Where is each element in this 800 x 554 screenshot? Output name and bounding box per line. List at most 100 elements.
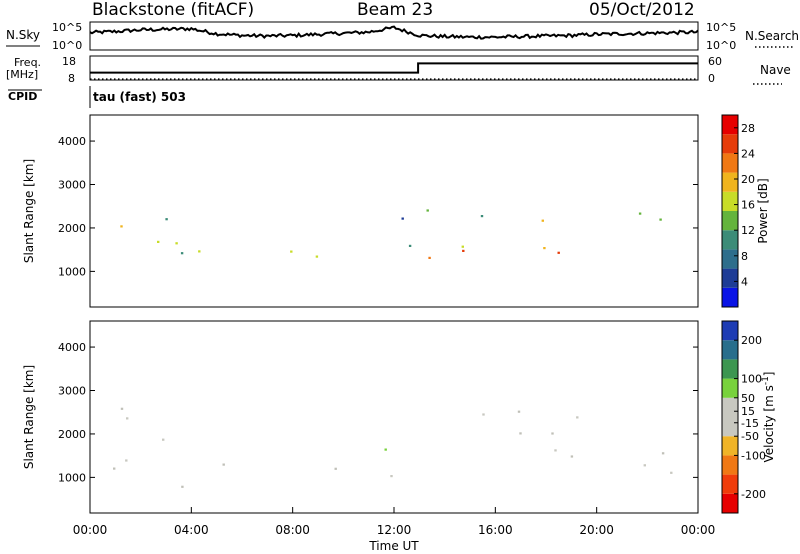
freq-line <box>90 62 698 74</box>
scatter-cell <box>480 215 484 218</box>
scatter-cell <box>557 251 560 254</box>
scatter-cell <box>670 471 673 474</box>
colorbar-swatch <box>722 153 738 173</box>
scatter-cell <box>315 255 319 258</box>
scatter-cell <box>659 218 662 221</box>
colorbar-tick-label: -15 <box>741 417 759 430</box>
noise-panel: N.Sky 10^5 10^0 10^5 10^0 N.Search <box>6 21 799 52</box>
colorbar-swatch <box>722 417 738 437</box>
colorbar-tick-label: 200 <box>741 334 762 347</box>
colorbar-tick-label: 12 <box>741 224 755 237</box>
scatter-cell <box>461 245 464 248</box>
y-tick-label: 3000 <box>58 385 86 398</box>
scatter-cell <box>198 250 201 253</box>
scatter-cell <box>125 459 128 462</box>
colorbar-tick-label: 20 <box>741 173 755 186</box>
velocity-cbar-label-tail: ] <box>762 372 776 377</box>
nave-tick-top: 60 <box>708 55 722 68</box>
colorbar-frame <box>721 114 739 308</box>
noise-right-tick-bottom: 10^0 <box>706 39 736 52</box>
x-tick-label: 16:00 <box>478 523 513 537</box>
freq-frame <box>89 55 699 81</box>
scatter-cell <box>390 475 393 478</box>
colorbar-swatch <box>722 436 738 456</box>
scatter-cell <box>334 467 337 470</box>
x-tick-label: 08:00 <box>275 523 310 537</box>
y-tick-label: 2000 <box>58 222 86 235</box>
colorbar-swatch <box>722 378 738 398</box>
beam-title: Beam 23 <box>357 0 434 20</box>
scatter-cell <box>570 455 574 458</box>
scatter-cell <box>576 416 579 419</box>
colorbar-tick-label: 4 <box>741 275 748 288</box>
noise-right-tick-top: 10^5 <box>706 21 736 34</box>
x-tick-label: 04:00 <box>174 523 209 537</box>
scatter-cell <box>120 407 124 410</box>
time-xlabel: Time UT <box>368 539 419 553</box>
velocity-cbar-label-text: Velocity [m s <box>762 385 776 462</box>
colorbar-swatch <box>722 230 738 250</box>
power-cbar-label: Power [dB] <box>756 178 770 243</box>
scatter-cell <box>157 240 160 243</box>
x-tick-label: 00:00 <box>73 523 108 537</box>
y-tick-label: 2000 <box>58 428 86 441</box>
scatter-cell <box>165 218 168 221</box>
date-title: 05/Oct/2012 <box>589 0 695 20</box>
scatter-cell <box>401 217 404 220</box>
freq-label-line1: Freq. <box>14 56 41 69</box>
nsearch-label: N.Search <box>745 29 799 43</box>
colorbar-tick-label: 15 <box>741 405 755 418</box>
scatter-cell <box>426 209 429 212</box>
colorbar-tick-label: 28 <box>741 122 755 135</box>
time-axis-ticks: 00:00 04:00 08:00 12:00 16:00 20:00 00:00 <box>73 507 716 537</box>
cpid-label: CPID <box>8 90 37 103</box>
y-tick-label: 3000 <box>58 179 86 192</box>
colorbar-tick-label: 50 <box>741 392 755 405</box>
colorbar-tick-label: 8 <box>741 250 748 263</box>
colorbar-swatch <box>722 115 738 135</box>
scatter-cell <box>643 464 646 467</box>
colorbar-swatch <box>722 191 738 211</box>
noise-frame <box>89 21 699 51</box>
velocity-ylabel: Slant Range [km] <box>22 365 36 469</box>
x-tick-label: 00:00 <box>681 523 716 537</box>
colorbar-tick-label: -100 <box>741 449 766 462</box>
colorbar-tick-label: -200 <box>741 488 766 501</box>
power-colorbar: 4 8 12 16 20 24 28 <box>721 114 755 308</box>
colorbar-tick-label: 24 <box>741 147 755 160</box>
freq-tick-top: 18 <box>62 55 76 68</box>
colorbar-swatch <box>722 321 738 341</box>
colorbar-swatch <box>722 172 738 192</box>
velocity-frame <box>89 320 699 514</box>
colorbar-swatch <box>722 493 738 513</box>
noise-left-tick-bottom: 10^0 <box>52 39 82 52</box>
y-tick-label: 1000 <box>58 471 86 484</box>
colorbar-tick-label: 100 <box>741 373 762 386</box>
x-tick-label: 12:00 <box>377 523 412 537</box>
colorbar-swatch <box>722 249 738 269</box>
scatter-cell <box>551 432 554 435</box>
power-axis-ticks: 1000 2000 3000 4000 <box>58 135 698 278</box>
scatter-cell <box>290 250 293 253</box>
colorbar-swatch <box>722 474 738 494</box>
noise-left-tick-top: 10^5 <box>52 21 82 34</box>
frequency-panel: Freq. [MHz] 18 8 60 0 Nave CPID tau (fas… <box>6 55 791 108</box>
power-panel: 1000 2000 3000 4000 Slant Range [km] 4 8 12 16… <box>22 114 770 308</box>
colorbar-tick-label: 16 <box>741 199 755 212</box>
scatter-cell <box>408 244 412 247</box>
station-title: Blackstone (fitACF) <box>92 0 255 20</box>
scatter-cell <box>519 432 522 435</box>
scatter-cell <box>126 417 129 420</box>
y-tick-label: 4000 <box>58 341 86 354</box>
scatter-cell <box>180 252 184 255</box>
scatter-cell <box>113 467 116 470</box>
scatter-cell <box>384 448 387 451</box>
colorbar-swatch <box>722 359 738 379</box>
scatter-cell <box>181 485 184 488</box>
scatter-cell <box>661 452 665 455</box>
y-tick-label: 1000 <box>58 265 86 278</box>
power-ylabel: Slant Range [km] <box>22 159 36 263</box>
nave-tick-bottom: 0 <box>708 72 715 85</box>
scatter-cell <box>482 413 485 416</box>
velocity-cbar-label-sup: -1 <box>761 376 771 385</box>
